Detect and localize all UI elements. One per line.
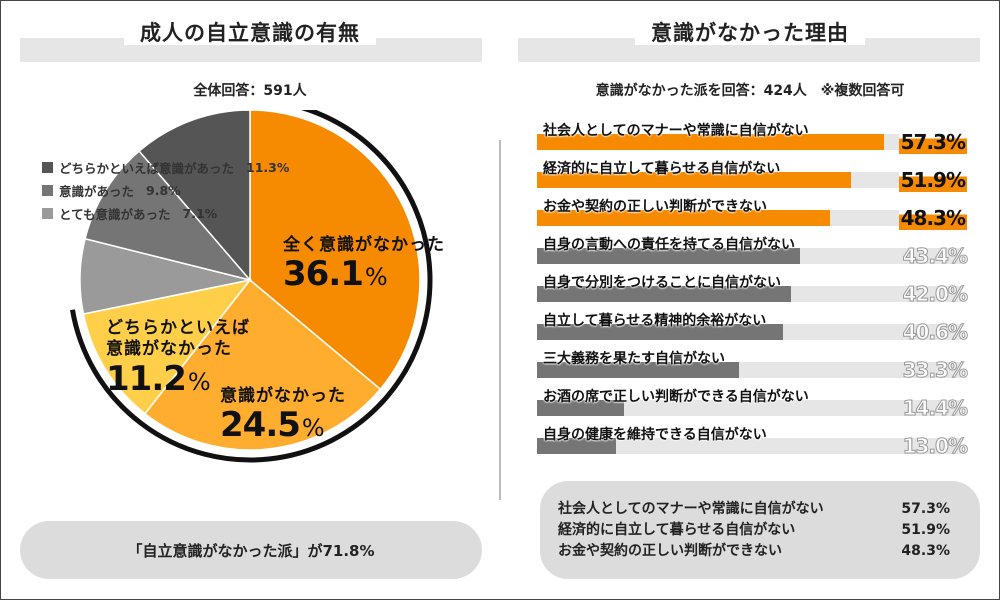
legend-pct: 7.1% bbox=[182, 206, 218, 221]
left-summary-pill: 「自立意識がなかった派」が71.8% bbox=[20, 521, 482, 579]
summary-label: 社会人としてのマナーや常識に自信がない bbox=[558, 501, 824, 517]
bar-label: 三大義務を果たす自信がない bbox=[543, 351, 725, 367]
bar-label: 社会人としてのマナーや常識に自信がない bbox=[543, 123, 809, 139]
bar-row: お金や契約の正しい判断ができない 48.3% bbox=[537, 194, 967, 232]
bar-track bbox=[537, 400, 961, 416]
pie-label-caption-1: どちらかといえば bbox=[106, 318, 250, 338]
pie-label-caption: 意識がなかった bbox=[220, 386, 346, 406]
pie-bracket-arc bbox=[70, 110, 433, 463]
pie-label-not-aware: 意識がなかった 24.5% bbox=[220, 381, 346, 447]
bar-6 bbox=[537, 362, 739, 378]
legend-swatch bbox=[42, 185, 53, 196]
pie-slice-1 bbox=[143, 278, 382, 451]
pie-label-caption: 全く意識がなかった bbox=[283, 235, 445, 255]
bar-7 bbox=[537, 400, 625, 416]
summary-label: 経済的に自立して暮らせる自信がない bbox=[558, 522, 796, 538]
right-respondents: 意識がなかった派を回答：424人 ※複数回答可 bbox=[595, 83, 905, 99]
bar-label: 自身の健康を維持できる自信がない bbox=[543, 427, 767, 443]
pie-chart bbox=[70, 110, 433, 463]
bar-value-label: 40.6% bbox=[902, 320, 968, 345]
summary-value: 57.3% bbox=[901, 501, 950, 517]
bar-value-label: 51.9% bbox=[898, 168, 967, 192]
summary-value: 48.3% bbox=[901, 543, 950, 559]
bar-value-label: 14.4% bbox=[902, 396, 968, 421]
legend-pct: 9.8% bbox=[146, 183, 181, 198]
bar-value-label: 48.3% bbox=[898, 206, 967, 230]
bar-value-label: 42.0% bbox=[902, 282, 968, 307]
pie-slice-0 bbox=[249, 110, 421, 391]
bar-row: 自身の健康を維持できる自信がない 13.0% bbox=[537, 422, 969, 460]
summary-row: お金や契約の正しい判断ができない 48.3% bbox=[558, 541, 950, 562]
bar-value-label: 13.0% bbox=[902, 434, 968, 459]
pie-label-value: 36.1% bbox=[283, 254, 388, 294]
bar-0 bbox=[537, 134, 885, 150]
bar-label: 経済的に自立して暮らせる自信がない bbox=[543, 161, 781, 177]
right-title-text: 意識がなかった理由 bbox=[635, 21, 865, 45]
legend-swatch bbox=[42, 208, 53, 219]
bar-4 bbox=[537, 286, 792, 302]
bar-value-label: 43.4% bbox=[902, 244, 968, 269]
bar-value-label: 33.3% bbox=[902, 358, 968, 383]
summary-row: 経済的に自立して暮らせる自信がない 51.9% bbox=[558, 520, 950, 541]
bar-row: 経済的に自立して暮らせる自信がない 51.9% bbox=[537, 156, 967, 194]
legend-label: どちらかといえば意識があった bbox=[59, 161, 235, 176]
bar-label: 自身の言動への責任を持てる自信がない bbox=[543, 237, 795, 253]
pie-label-somewhat-not-aware: どちらかといえば 意識がなかった 11.2% bbox=[106, 318, 250, 401]
legend-swatch bbox=[42, 162, 53, 173]
legend-item-aware: 意識があった 9.8% bbox=[42, 181, 181, 200]
bar-label: お金や契約の正しい判断ができない bbox=[543, 199, 767, 215]
bar-row: お酒の席で正しい判断ができる自信がない 14.4% bbox=[537, 384, 969, 422]
legend-label: 意識があった bbox=[59, 184, 135, 199]
left-title-text: 成人の自立意識の有無 bbox=[124, 21, 376, 45]
summary-value: 51.9% bbox=[901, 522, 950, 538]
pie-label-not-at-all: 全く意識がなかった 36.1% bbox=[283, 230, 445, 296]
bar-2 bbox=[537, 210, 830, 226]
bar-row: 自身で分別をつけることに自信がない 42.0% bbox=[537, 270, 969, 308]
pie-slice-2 bbox=[82, 278, 252, 415]
bar-row: 自立して暮らせる精神的余裕がない 40.6% bbox=[537, 308, 969, 346]
pie-label-value: 11.2% bbox=[106, 359, 211, 399]
right-chart-title: 意識がなかった理由 bbox=[500, 18, 1000, 48]
bar-row: 自身の言動への責任を持てる自信がない 43.4% bbox=[537, 232, 969, 270]
legend-item-somewhat-aware: どちらかといえば意識があった 11.3% bbox=[42, 158, 289, 177]
left-chart-title: 成人の自立意識の有無 bbox=[0, 18, 500, 48]
pie-label-value: 24.5% bbox=[220, 405, 325, 445]
pie-slice-4 bbox=[84, 150, 253, 282]
bar-label: お酒の席で正しい判断ができる自信がない bbox=[543, 389, 809, 405]
summary-label: お金や契約の正しい判断ができない bbox=[558, 543, 782, 559]
bar-5 bbox=[537, 324, 783, 340]
legend-item-very-aware: とても意識があった 7.1% bbox=[42, 204, 217, 223]
bar-track bbox=[537, 438, 961, 454]
panel-divider bbox=[499, 140, 501, 500]
legend-label: とても意識があった bbox=[59, 207, 171, 222]
left-respondents: 全体回答：591人 bbox=[193, 83, 307, 99]
pie-slice-5 bbox=[138, 110, 251, 283]
bar-3 bbox=[537, 248, 800, 264]
bar-value-label: 57.3% bbox=[898, 130, 967, 154]
summary-row: 社会人としてのマナーや常識に自信がない 57.3% bbox=[558, 499, 950, 520]
bar-label: 自立して暮らせる精神的余裕がない bbox=[543, 313, 767, 329]
pie-label-caption-2: 意識がなかった bbox=[106, 339, 232, 359]
bar-8 bbox=[537, 438, 616, 454]
bar-1 bbox=[537, 172, 852, 188]
bar-row: 三大義務を果たす自信がない 33.3% bbox=[537, 346, 969, 384]
bar-label: 自身で分別をつけることに自信がない bbox=[543, 275, 781, 291]
right-summary-pill: 社会人としてのマナーや常識に自信がない 57.3% 経済的に自立して暮らせる自信… bbox=[540, 481, 980, 579]
bar-row: 社会人としてのマナーや常識に自信がない 57.3% bbox=[537, 118, 967, 156]
legend-pct: 11.3% bbox=[246, 160, 290, 175]
